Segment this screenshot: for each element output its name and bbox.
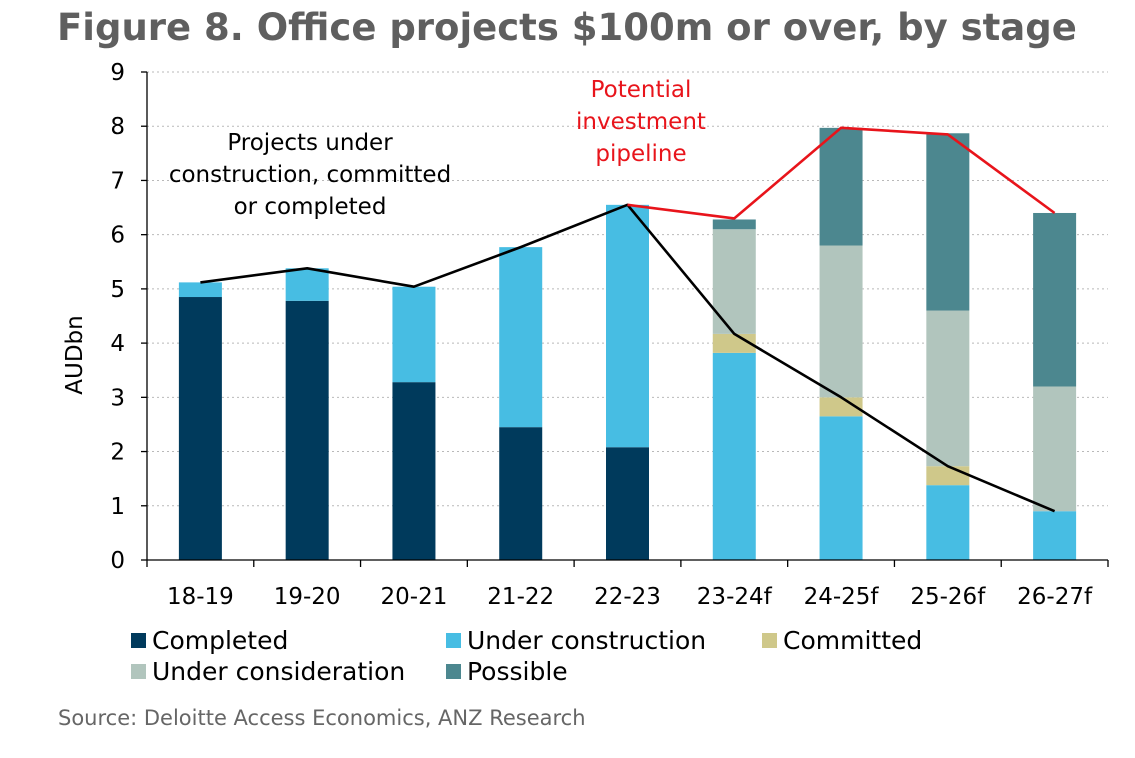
legend-label: Committed [783,626,922,655]
legend-label: Completed [152,626,288,655]
bar-segment [819,127,863,246]
bar-segment [926,485,970,560]
x-tick-label: 23-24f [697,584,773,610]
bar-segment [606,204,649,448]
bar-segment [1033,511,1077,560]
bar-segment [712,333,756,353]
x-tick-label: 21-22 [487,584,554,610]
y-tick-label: 3 [110,385,125,411]
bar-segment [926,133,970,311]
y-tick-label: 8 [110,114,125,140]
bar-segment [819,397,863,417]
bar-segment [926,466,970,486]
bar-segment [712,352,756,560]
y-tick-label: 6 [110,223,125,249]
bar-segment [392,382,436,560]
legend-label: Possible [467,657,568,686]
trend-line [627,126,1056,220]
bar-segment [819,416,863,560]
legend-swatch [446,633,461,648]
axes [146,72,1108,561]
bar-segment [819,245,863,398]
y-tick-label: 2 [110,440,125,466]
bar-segment [712,229,756,334]
x-tick-label: 25-26f [910,584,986,610]
x-tick-label: 19-20 [274,584,341,610]
chart-title: Figure 8. Office projects $100m or over,… [57,6,1077,49]
bar-segment [285,300,329,560]
bar-segment [499,247,543,428]
annotation-text: Projects under [227,130,393,156]
bar-segment [178,282,222,298]
y-tick-label: 4 [110,331,125,357]
bar-segment [1033,386,1077,512]
annotation-text: Potential [591,77,692,103]
annotation-text: or completed [234,194,387,220]
bar-segment [285,268,329,301]
x-tick-labels: 18-19 19-20 20-21 21-22 22-23 23-24f 24-25f 25-… [146,560,1109,610]
y-tick-label: 0 [110,548,125,574]
y-tick-label: 7 [110,168,125,194]
bars [178,127,1077,560]
bar-segment [926,310,970,467]
x-tick-label: 18-19 [167,584,234,610]
trend-lines [200,126,1056,513]
annotation-text: construction, committed [169,162,451,188]
x-tick-label: 24-25f [804,584,880,610]
legend-swatch [446,664,461,679]
y-tick-label: 5 [110,277,125,303]
bar-segment [1033,212,1077,387]
legend-swatch [131,664,146,679]
x-tick-label: 20-21 [381,584,448,610]
y-axis-label: AUDbn [62,315,88,394]
legend-swatch [762,633,777,648]
legend: Completed Under construction Committed Unde… [131,626,922,686]
bar-segment [499,427,543,560]
x-tick-label: 26-27f [1017,584,1093,610]
bar-segment [606,447,649,560]
annotation-text: pipeline [595,141,686,167]
legend-label: Under consideration [152,657,405,686]
annotation-text: investment [576,109,706,135]
y-tick-label: 1 [110,494,125,520]
bar-segment [392,286,436,383]
bar-segment [178,297,222,560]
annotations: Projects under construction, committed or … [169,77,706,220]
source-note: Source: Deloitte Access Economics, ANZ R… [58,706,586,730]
legend-swatch [131,633,146,648]
x-tick-label: 22-23 [594,584,661,610]
y-tick-label: 9 [110,60,125,86]
bar-segment [712,219,756,230]
legend-label: Under construction [467,626,706,655]
y-tick-labels: 0 1 2 3 4 5 6 7 8 9 [110,60,147,574]
stacked-bar-chart: 0 1 2 3 4 5 6 7 8 9 18-19 19-20 20-21 21-22 22-23 23-2… [62,60,1109,686]
